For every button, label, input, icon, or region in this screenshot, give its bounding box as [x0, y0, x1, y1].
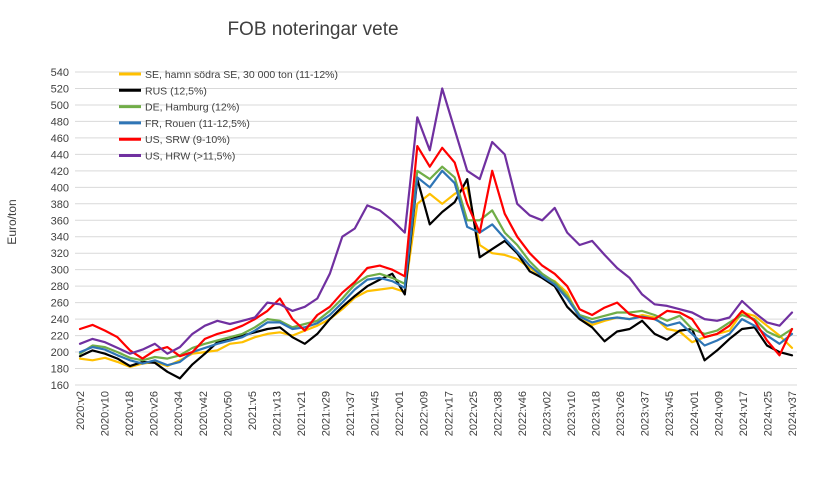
x-tick-label: 2021:v45: [370, 391, 382, 436]
x-tick-label: 2023:v45: [664, 391, 676, 436]
y-tick-label: 440: [51, 149, 69, 161]
x-tick-label: 2020:v26: [149, 391, 161, 436]
x-tick-label: 2022:v01: [394, 391, 406, 436]
x-tick-label: 2024:v01: [689, 391, 701, 436]
x-tick-label: 2021:v37: [345, 391, 357, 436]
series-line: [78, 87, 794, 355]
y-tick-label: 420: [51, 166, 69, 178]
legend: SE, hamn södra SE, 30 000 ton (11-12%) RU…: [119, 69, 338, 163]
y-tick-label: 320: [51, 248, 69, 260]
series-line: [78, 169, 794, 367]
y-tick-label: 360: [51, 215, 69, 227]
x-tick-label: 2022:v46: [517, 391, 529, 436]
x-tick-label: 2020:v10: [100, 391, 112, 436]
x-axis-ticks: 2020:v2 2020:v10 2020:v18 2020:v26 2020:v34 2…: [75, 391, 799, 436]
legend-label: DE, Hamburg (12%): [145, 102, 240, 114]
x-tick-label: 2023:v02: [541, 391, 553, 436]
x-tick-label: 2020:v18: [124, 391, 136, 436]
series-line: [78, 178, 794, 380]
y-tick-label: 280: [51, 281, 69, 293]
x-tick-label: 2020:v42: [198, 391, 210, 436]
x-tick-label: 2021:v21: [296, 391, 308, 436]
y-tick-label: 260: [51, 298, 69, 310]
x-tick-label: 2020:v50: [222, 391, 234, 436]
x-tick-label: 2021:v13: [271, 391, 283, 436]
x-tick-label: 2024:v09: [713, 391, 725, 436]
x-tick-label: 2022:v09: [419, 391, 431, 436]
y-tick-label: 540: [51, 67, 69, 79]
x-tick-label: 2022:v38: [492, 391, 504, 436]
legend-label: US, SRW (9-10%): [145, 134, 230, 146]
legend-label: FR, Rouen (11-12,5%): [145, 118, 250, 130]
x-tick-label: 2024:v17: [738, 391, 750, 436]
x-tick-label: 2020:v34: [173, 391, 185, 436]
x-tick-label: 2020:v2: [75, 391, 87, 430]
legend-label: SE, hamn södra SE, 30 000 ton (11-12%): [145, 69, 338, 81]
y-tick-label: 480: [51, 116, 69, 128]
y-tick-label: 520: [51, 83, 69, 95]
series-line: [78, 165, 794, 362]
y-tick-label: 380: [51, 199, 69, 211]
x-tick-label: 2023:v26: [615, 391, 627, 436]
y-axis-ticks: 160 180 200 220 240 260 280 300 320 340 360 380 400 4…: [51, 67, 69, 392]
y-axis-label: Euro/ton: [5, 199, 19, 244]
x-tick-label: 2021:v5: [247, 391, 259, 430]
x-tick-label: 2023:v10: [566, 391, 578, 436]
legend-label: US, HRW (>11,5%): [145, 151, 235, 163]
y-tick-label: 160: [51, 380, 69, 392]
y-tick-label: 240: [51, 314, 69, 326]
x-tick-label: 2024:v25: [762, 391, 774, 436]
y-tick-label: 300: [51, 265, 69, 277]
series-lines: [78, 87, 794, 380]
x-tick-label: 2022:v25: [468, 391, 480, 436]
y-tick-label: 200: [51, 347, 69, 359]
series-line: [78, 145, 794, 360]
y-tick-label: 460: [51, 133, 69, 145]
x-tick-label: 2022:v17: [443, 391, 455, 436]
y-tick-label: 340: [51, 232, 69, 244]
y-tick-label: 400: [51, 182, 69, 194]
x-tick-label: 2024:v37: [787, 391, 799, 436]
chart-title: FOB noteringar vete: [227, 19, 398, 40]
x-tick-label: 2023:v18: [591, 391, 603, 436]
series-line: [78, 186, 794, 368]
x-tick-label: 2023:v37: [640, 391, 652, 436]
y-tick-label: 220: [51, 331, 69, 343]
y-tick-label: 180: [51, 364, 69, 376]
x-tick-label: 2021:v29: [321, 391, 333, 436]
legend-label: RUS (12,5%): [145, 85, 207, 97]
y-tick-label: 500: [51, 100, 69, 112]
